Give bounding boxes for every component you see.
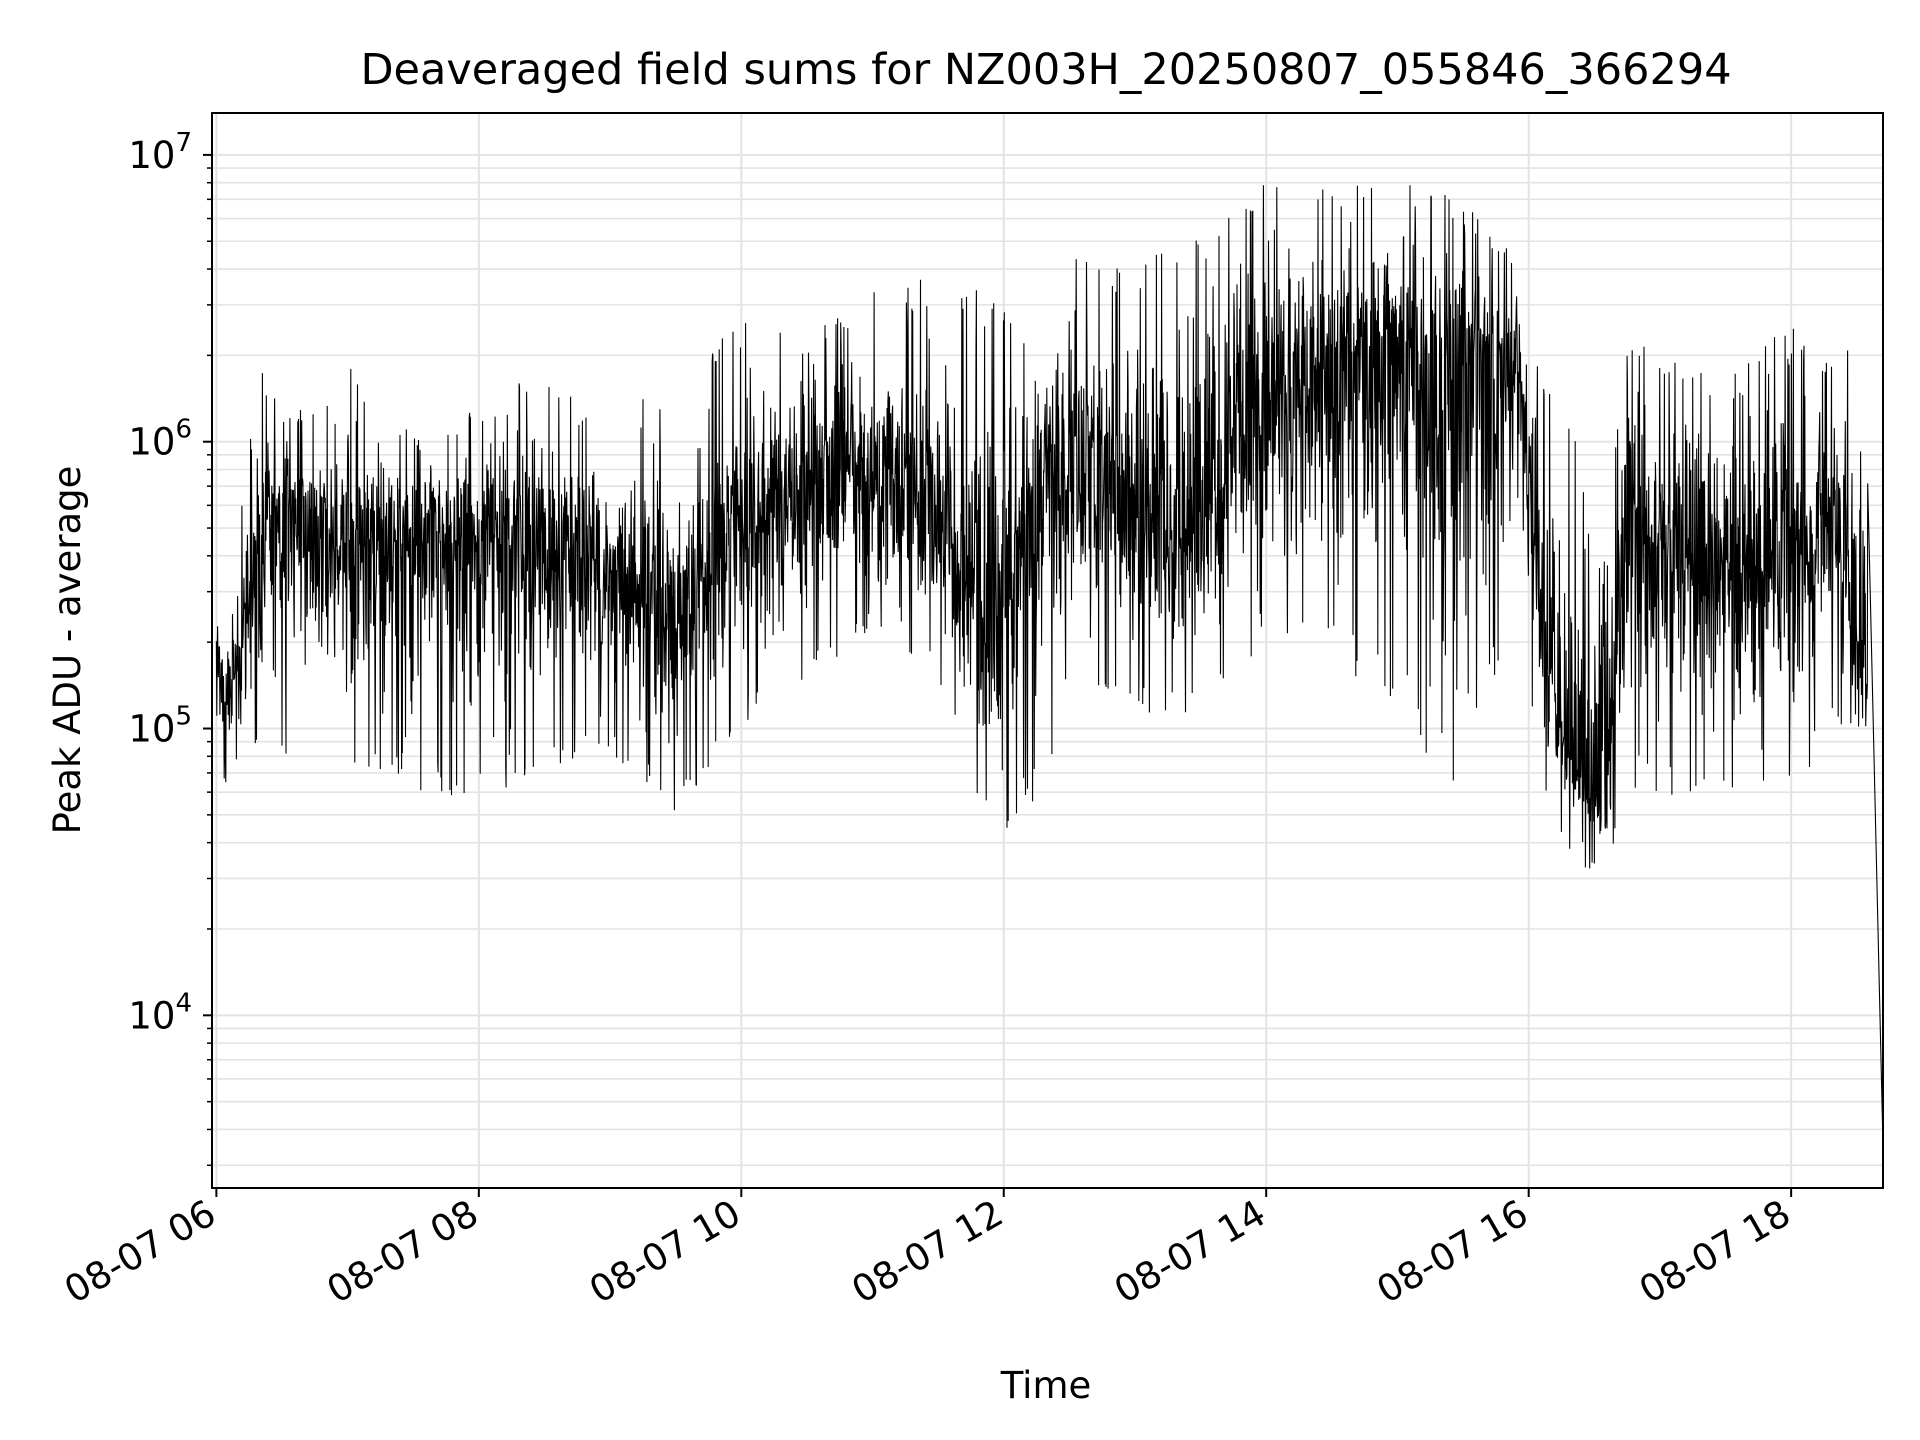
y-axis: 104 105 106 107 bbox=[128, 128, 212, 1167]
y-tick-label: 104 bbox=[128, 988, 192, 1037]
x-tick-label: 08-07 18 bbox=[1632, 1192, 1798, 1312]
y-tick-label: 105 bbox=[128, 702, 192, 751]
chart-title: Deaveraged field sums for NZ003H_2025080… bbox=[360, 45, 1731, 95]
x-tick-label: 08-07 14 bbox=[1107, 1192, 1273, 1312]
plot-area-frame bbox=[211, 112, 1884, 1189]
y-tick-label: 106 bbox=[128, 415, 192, 464]
x-tick-label: 08-07 10 bbox=[582, 1192, 748, 1312]
x-tick-label: 08-07 16 bbox=[1370, 1192, 1536, 1312]
x-tick-label: 08-07 12 bbox=[845, 1192, 1011, 1312]
y-axis-label: Peak ADU - average bbox=[46, 466, 89, 835]
series-trace bbox=[215, 185, 1884, 1147]
y-tick-label: 107 bbox=[128, 128, 192, 177]
x-axis: 08-07 06 08-07 08 08-07 10 08-07 12 08-07 14… bbox=[57, 1188, 1798, 1312]
x-tick-label: 08-07 08 bbox=[320, 1192, 486, 1312]
x-tick-label: 08-07 06 bbox=[57, 1192, 223, 1312]
series-line bbox=[215, 185, 1884, 1147]
x-axis-label: Time bbox=[1000, 1364, 1092, 1407]
